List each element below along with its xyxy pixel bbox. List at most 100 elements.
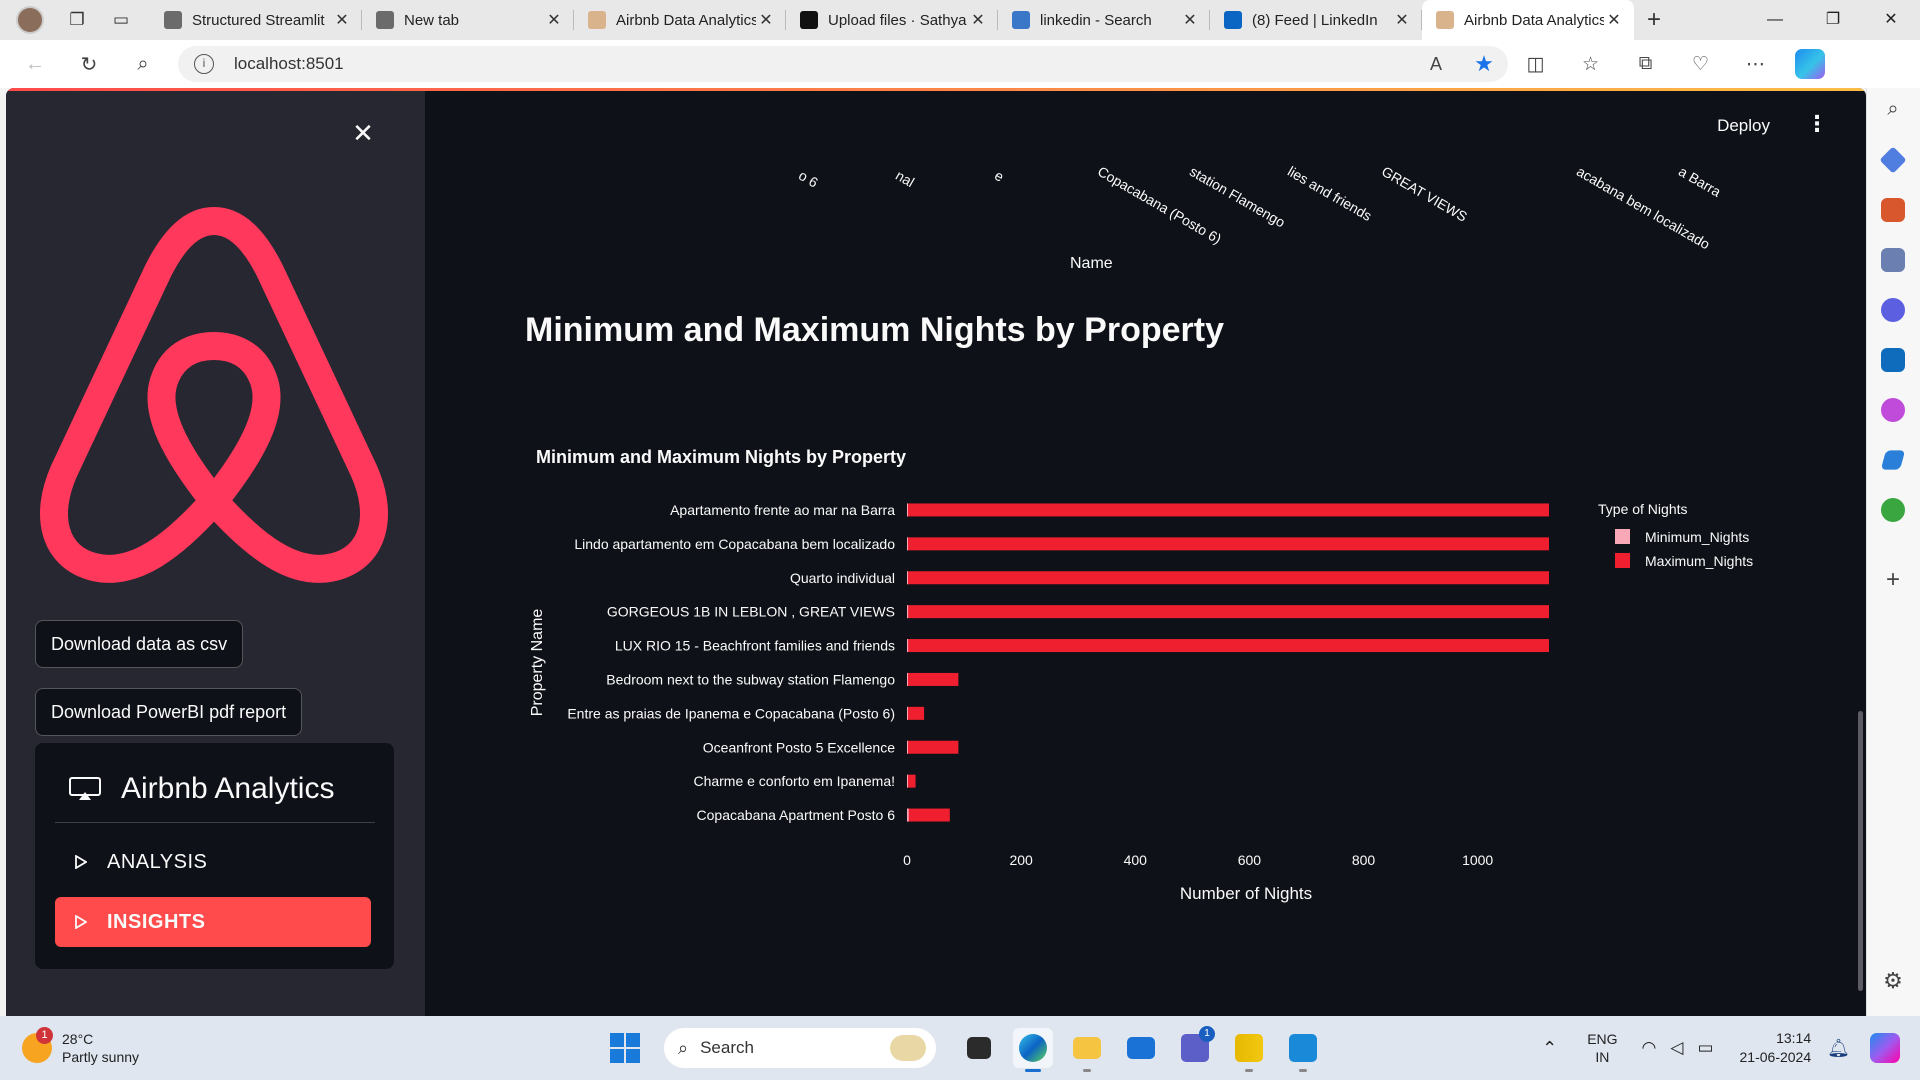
tab-close-icon[interactable]: ✕ <box>1183 12 1197 29</box>
y-tick-label: GORGEOUS 1B IN LEBLON , GREAT VIEWS <box>607 604 895 620</box>
wifi-icon[interactable]: ◠ <box>1641 1038 1657 1057</box>
tab-close-icon[interactable]: ✕ <box>971 12 985 29</box>
bar-maximum-nights <box>907 605 1549 619</box>
battery-icon[interactable]: ▭ <box>1697 1038 1714 1057</box>
menu-divider <box>55 822 375 823</box>
search-icon: ⌕ <box>678 1037 689 1058</box>
copilot-taskbar-icon[interactable] <box>1870 1033 1900 1063</box>
tab-title: (8) Feed | LinkedIn <box>1252 11 1378 29</box>
add-sidebar-app-icon[interactable]: + <box>1885 566 1900 593</box>
tab-close-icon[interactable]: ✕ <box>335 12 349 29</box>
bar-maximum-nights <box>907 740 959 754</box>
browser-tab[interactable]: Airbnb Data Analytics ✕ <box>1422 0 1634 40</box>
x-tick-label: 200 <box>1009 852 1033 868</box>
main-menu-icon[interactable]: ⋮ <box>1806 111 1828 136</box>
monitor-icon <box>69 777 101 800</box>
workspaces-icon[interactable]: ❐ <box>69 10 85 29</box>
teams-icon[interactable]: 1 <box>1175 1026 1215 1068</box>
bar-maximum-nights <box>907 639 1549 653</box>
notifications-icon[interactable]: 🔔︎ <box>1827 1037 1850 1058</box>
search-highlight-icon <box>890 1035 926 1061</box>
tab-title: Upload files · Sathya <box>828 11 967 29</box>
url-field[interactable]: i localhost:8501 A ★ <box>178 46 1508 82</box>
games-icon[interactable] <box>1881 248 1905 272</box>
window-close-icon[interactable]: ✕ <box>1884 11 1898 28</box>
vscode-icon[interactable] <box>1283 1028 1323 1072</box>
split-screen-icon[interactable]: ◫ <box>1526 53 1545 75</box>
tools-icon[interactable] <box>1881 198 1905 222</box>
minimize-icon[interactable]: — <box>1767 11 1783 28</box>
more-menu-icon[interactable]: ⋯ <box>1746 53 1765 75</box>
browser-tab[interactable]: (8) Feed | LinkedIn ✕ <box>1210 0 1422 40</box>
browser-tab[interactable]: Airbnb Data Analytics ✕ <box>574 0 786 40</box>
deploy-button[interactable]: Deploy <box>1717 116 1770 135</box>
tab-title: Airbnb Data Analytics <box>616 11 756 29</box>
restore-icon[interactable]: ❐ <box>1825 11 1841 28</box>
tab-close-icon[interactable]: ✕ <box>759 12 773 29</box>
browser-tab-strip: ❐ ▭ Structured Streamlit ✕ New tab ✕ Airbnb … <box>0 0 1920 40</box>
nights-bar-chart[interactable]: Minimum and Maximum Nights by Property Ap… <box>425 371 1805 1001</box>
file-explorer-icon[interactable] <box>1067 1028 1107 1072</box>
browser-tab[interactable]: linkedin - Search ✕ <box>998 0 1210 40</box>
new-tab-button[interactable]: + <box>1646 6 1661 33</box>
favorite-star-icon[interactable]: ★ <box>1474 51 1494 76</box>
x-tick-label: 800 <box>1352 852 1376 868</box>
menu-item-analysis[interactable]: ANALYSIS <box>55 837 371 887</box>
browser-essentials-icon[interactable]: ♡ <box>1691 53 1710 75</box>
favorites-icon[interactable]: ☆ <box>1581 53 1600 75</box>
shopping-tag-icon[interactable] <box>1879 146 1907 174</box>
bar-minimum-nights <box>907 605 909 619</box>
app-sidebar: ✕ Download data as csv Download PowerBI … <box>6 91 425 1016</box>
browser-tab[interactable]: Structured Streamlit ✕ <box>150 0 362 40</box>
main-scrollbar[interactable] <box>1858 711 1863 991</box>
legend-title: Type of Nights <box>1598 501 1688 517</box>
powerbi-icon[interactable] <box>1229 1028 1269 1072</box>
bar-maximum-nights <box>907 503 1549 517</box>
tab-actions-icon[interactable]: ▭ <box>112 10 130 29</box>
microsoft365-icon[interactable] <box>1881 298 1905 322</box>
tab-title: Airbnb Data Analytics <box>1464 11 1604 29</box>
task-view-icon[interactable] <box>959 1028 999 1068</box>
back-icon[interactable]: ← <box>25 52 45 75</box>
browser-tab[interactable]: Upload files · Sathya ✕ <box>786 0 998 40</box>
weather-widget[interactable]: 1 28°C Partly sunny <box>22 1027 139 1066</box>
send-icon[interactable] <box>1880 450 1906 470</box>
volume-icon[interactable]: ◁ <box>1670 1038 1684 1057</box>
tree-icon[interactable] <box>1881 498 1905 522</box>
chart-title: Minimum and Maximum Nights by Property <box>536 447 906 467</box>
edge-taskbar-icon[interactable] <box>1013 1028 1053 1072</box>
mail-icon[interactable] <box>1121 1028 1161 1068</box>
main-content: Deploy ⋮ o 6 nal e Copacabana (Posto 6) stat… <box>425 91 1866 1016</box>
tab-title: Structured Streamlit <box>192 11 325 29</box>
tab-close-icon[interactable]: ✕ <box>1607 12 1621 29</box>
tab-close-icon[interactable]: ✕ <box>1395 12 1409 29</box>
search-icon[interactable]: ⌕ <box>137 52 149 75</box>
collections-icon[interactable]: ⧉ <box>1638 53 1653 74</box>
download-pdf-button[interactable]: Download PowerBI pdf report <box>35 688 303 736</box>
profile-avatar[interactable] <box>16 6 44 34</box>
bar-maximum-nights <box>907 537 1549 551</box>
legend-swatch <box>1615 553 1630 568</box>
language-indicator[interactable]: ENG IN <box>1587 1030 1617 1066</box>
menu-item-insights[interactable]: INSIGHTS <box>55 897 371 947</box>
sidebar-search-icon[interactable]: ⌕ <box>1887 98 1899 120</box>
copilot-icon[interactable] <box>1795 49 1825 79</box>
site-info-icon[interactable]: i <box>194 54 214 74</box>
show-hidden-icons-icon[interactable]: ⌃ <box>1542 1037 1558 1058</box>
tab-close-icon[interactable]: ✕ <box>547 12 561 29</box>
close-sidebar-icon[interactable]: ✕ <box>352 118 374 148</box>
sidebar-settings-icon[interactable]: ⚙ <box>1883 968 1903 993</box>
url-text[interactable]: localhost:8501 <box>234 54 344 73</box>
edge-sidebar: ⌕ + ⚙ <box>1866 88 1920 1016</box>
taskbar-search-placeholder: Search <box>700 1038 754 1057</box>
taskbar-search[interactable]: ⌕ Search <box>664 1028 936 1068</box>
refresh-icon[interactable]: ↻ <box>80 53 98 76</box>
browser-tab[interactable]: New tab ✕ <box>362 0 574 40</box>
designer-icon[interactable] <box>1881 398 1905 422</box>
outlook-icon[interactable] <box>1881 348 1905 372</box>
download-csv-button[interactable]: Download data as csv <box>35 620 244 668</box>
start-icon[interactable] <box>610 1033 640 1063</box>
read-aloud-icon[interactable]: A <box>1429 53 1442 74</box>
lang-region: IN <box>1595 1049 1610 1065</box>
clock[interactable]: 13:14 21-06-2024 <box>1740 1029 1812 1067</box>
